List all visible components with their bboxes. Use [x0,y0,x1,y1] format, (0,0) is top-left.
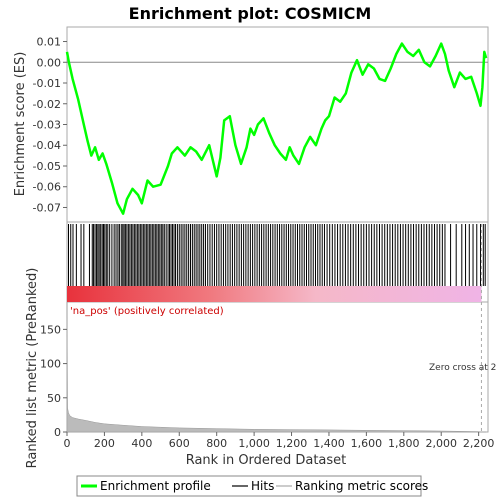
positive-correlation-label: 'na_pos' (positively correlated) [70,306,224,317]
x-tick-label: 400 [131,437,152,450]
rank-color-band [67,286,482,302]
x-tick-label: 1,800 [388,437,420,450]
x-tick-label: 800 [206,437,227,450]
es-y-tick-label: 0.01 [37,36,62,49]
x-tick-label: 1,000 [238,437,270,450]
es-y-axis: 0.01 0.00 -0.01 -0.02 -0.03 -0.04 -0.05 -0.06 -0… [33,36,67,214]
legend-label-ranking: Ranking metric scores [295,479,428,493]
es-y-tick-label: -0.01 [33,77,61,90]
x-tick-label: 2,200 [463,437,495,450]
es-y-tick-label: 0.00 [37,56,62,69]
es-y-tick-label: -0.02 [33,98,61,111]
enrichment-profile-series [65,42,488,215]
plot-title: Enrichment plot: COSMICM [129,4,372,23]
x-tick-label: 2,000 [425,437,457,450]
ranking-y-axis-label: Ranked list metric (PreRanked) [25,268,40,469]
rank-y-tick-label: 100 [40,358,61,371]
legend-box [76,475,422,497]
es-y-tick-label: -0.07 [33,201,61,214]
ranked-color-band [67,286,482,302]
hits-series [67,224,486,286]
x-tick-label: 200 [94,437,115,450]
legend-label-profile: Enrichment profile [100,479,211,493]
x-tick-label: 600 [169,437,190,450]
x-tick-label: 1,200 [276,437,308,450]
es-y-tick-label: -0.03 [33,119,61,132]
es-y-axis-label: Enrichment score (ES) [13,52,28,197]
es-y-tick-label: -0.05 [33,160,61,173]
es-y-tick-label: -0.06 [33,181,61,194]
x-tick-label: 1,400 [313,437,345,450]
rank-y-tick-label: 150 [40,323,61,336]
x-axis-label: Rank in Ordered Dataset [186,453,347,468]
rank-y-tick-label: 50 [47,392,61,405]
rank-y-tick-label: 0 [54,426,61,439]
es-y-tick-label: -0.04 [33,139,61,152]
legend-label-hits: Hits [251,479,274,493]
zero-cross-label: Zero cross at 2 [429,363,496,373]
x-tick-label: 0 [64,437,71,450]
rank-x-axis: 0 200 400 600 800 1,000 1,200 1,400 1,600 1,800 2,… [64,432,495,450]
enrichment-profile-line [65,42,488,215]
ranking-metric-series [66,301,487,433]
ranking-y-axis: 0 50 100 150 [40,323,67,439]
ranking-metric-area [66,301,487,433]
x-tick-label: 1,600 [351,437,383,450]
